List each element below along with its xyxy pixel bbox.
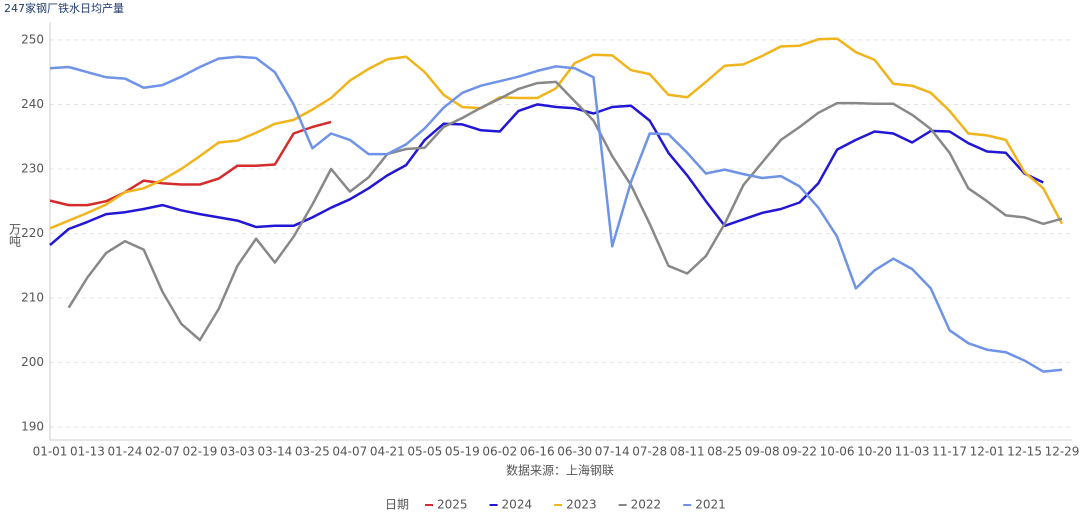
x-tick-label: 04-07 xyxy=(332,445,367,459)
x-tick-label: 06-30 xyxy=(557,445,592,459)
x-tick-label: 05-19 xyxy=(445,445,480,459)
x-tick-label: 11-03 xyxy=(895,445,930,459)
x-tick-label: 04-21 xyxy=(370,445,405,459)
y-tick-label: 230 xyxy=(21,161,44,175)
legend-label: 2025 xyxy=(437,498,468,512)
y-tick-label: 190 xyxy=(21,420,44,434)
line-series xyxy=(49,103,1044,247)
line-series xyxy=(49,37,1064,230)
line-series xyxy=(67,80,1063,342)
legend-label: 2024 xyxy=(502,498,533,512)
x-tick-label: 03-25 xyxy=(295,445,330,459)
x-tick-label: 01-24 xyxy=(108,445,143,459)
x-tick-label: 12-15 xyxy=(1007,445,1042,459)
x-tick-label: 03-03 xyxy=(220,445,255,459)
x-tick-label: 11-17 xyxy=(932,445,967,459)
x-tick-label: 10-06 xyxy=(820,445,855,459)
x-tick-label: 12-01 xyxy=(970,445,1005,459)
x-tick-label: 03-14 xyxy=(257,445,292,459)
y-axis-label: 万吨 xyxy=(8,223,22,247)
x-tick-label: 02-07 xyxy=(145,445,180,459)
x-tick-label: 12-29 xyxy=(1045,445,1080,459)
y-tick-label: 200 xyxy=(21,355,44,369)
y-tick-label: 220 xyxy=(21,226,44,240)
legend-label: 2021 xyxy=(695,498,726,512)
x-tick-label: 08-25 xyxy=(707,445,742,459)
x-tick-label: 01-13 xyxy=(70,445,105,459)
legend-title: 日期 xyxy=(385,498,409,512)
x-tick-label: 06-16 xyxy=(520,445,555,459)
x-tick-label: 09-22 xyxy=(782,445,817,459)
x-tick-label: 02-19 xyxy=(182,445,217,459)
legend-label: 2022 xyxy=(631,498,662,512)
x-axis-label: 数据来源：上海钢联 xyxy=(506,463,614,478)
x-tick-label: 08-11 xyxy=(670,445,705,459)
x-tick-label: 07-14 xyxy=(595,445,630,459)
x-tick-label: 06-02 xyxy=(482,445,517,459)
legend-label: 2023 xyxy=(566,498,597,512)
y-tick-label: 240 xyxy=(21,97,44,111)
x-tick-label: 01-01 xyxy=(33,445,68,459)
line-series xyxy=(49,55,1063,373)
y-tick-label: 210 xyxy=(21,291,44,305)
x-tick-label: 07-28 xyxy=(632,445,667,459)
chart-title: 247家钢厂铁水日均产量 xyxy=(4,1,124,15)
x-tick-label: 05-05 xyxy=(407,445,442,459)
x-tick-label: 10-20 xyxy=(857,445,892,459)
y-tick-label: 250 xyxy=(21,32,44,46)
line-series xyxy=(49,120,332,207)
x-tick-label: 09-08 xyxy=(745,445,780,459)
